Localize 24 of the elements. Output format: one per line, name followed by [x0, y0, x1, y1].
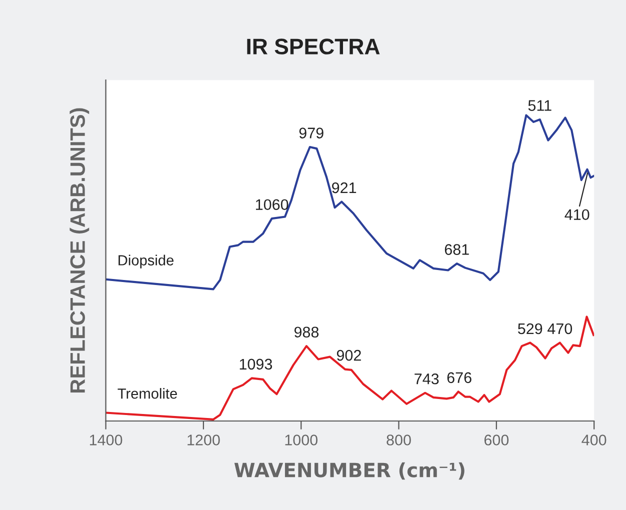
annotation: 979: [299, 128, 324, 138]
annotation: 681: [444, 244, 469, 255]
annotation: 921: [332, 182, 356, 194]
annotation: 902: [336, 350, 361, 361]
annotation: 743: [414, 373, 439, 384]
x-axis-title: WAVENUMBER (cm⁻¹): [234, 462, 464, 480]
x-tick-label: 800: [386, 434, 411, 446]
annotation: 676: [447, 372, 472, 384]
annotation: 529: [518, 323, 542, 334]
x-tick-label: 1000: [285, 434, 318, 446]
annotation: 1093: [240, 358, 272, 370]
x-tick-label: 1200: [188, 434, 220, 446]
annotation: 410: [564, 209, 590, 220]
annotation: 511: [528, 100, 552, 111]
annotation: 988: [294, 326, 319, 338]
y-axis-title: REFLECTANCE (ARB.UNITS): [70, 108, 90, 392]
x-tick-label: 1400: [90, 434, 122, 446]
annotation: 1060: [256, 199, 288, 210]
annotation: 470: [548, 323, 572, 334]
series-label: Diopside: [118, 254, 174, 268]
series-label: Tremolite: [118, 388, 177, 399]
x-tick-label: 400: [582, 434, 606, 446]
chart-title: IR SPECTRA: [247, 38, 380, 54]
x-tick-label: 600: [484, 434, 509, 446]
